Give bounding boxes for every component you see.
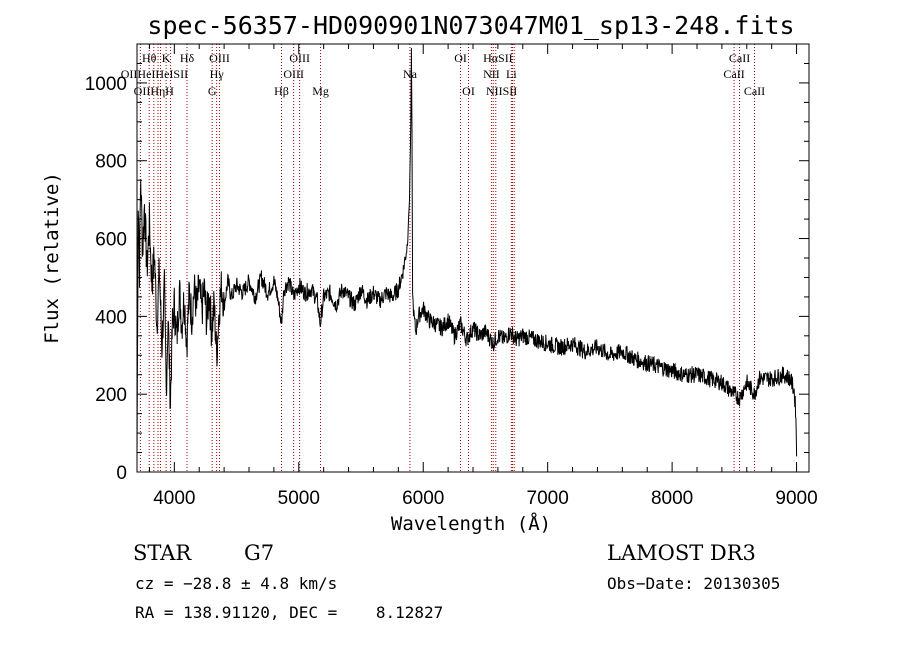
line-label: Hδ [180,51,195,65]
y-axis-label: Flux (relative) [41,172,63,344]
line-label: Hθ [142,51,157,65]
line-label: NII [483,67,500,81]
line-label: OIII [283,67,304,81]
line-labels: Hθ K Hδ OIII OIII OI HαSII CaII OIIHeIHeISII Hγ OI… [121,51,765,98]
line-label: CaII [729,51,750,65]
line-label: OIIHeIHeISII [121,67,188,81]
line-label: CaII [744,84,765,98]
object-subclass: G7 [244,541,274,565]
y-tick-label: 600 [95,230,127,251]
line-label: OI [462,84,475,98]
x-tick-label: 4000 [153,488,195,509]
line-label: Hβ [274,84,289,98]
line-label: OIIHηH [134,84,175,98]
line-label: Hγ [210,67,225,81]
x-tick-label: 8000 [651,488,693,509]
plot-frame [136,43,810,473]
line-label: Mg [312,84,329,98]
line-label: CaII [723,67,744,81]
observation-date: Obs−Date: 20130305 [607,574,780,593]
line-label: G [208,84,217,98]
spectrum-series [136,47,798,461]
chart-title: spec-56357-HD090901N073047M01_sp13-248.f… [147,11,794,40]
line-label: OIII [289,51,310,65]
object-class: STAR [133,541,192,565]
line-label: Na [403,67,418,81]
line-label: OIII [209,51,230,65]
survey-name: LAMOST DR3 [607,541,756,565]
line-label: Li [506,67,517,81]
spectrum-line [136,47,798,461]
y-tick-label: 0 [116,463,127,484]
y-tick-label: 800 [95,152,127,173]
line-label: NIISII [486,84,517,98]
x-tick-label: 5000 [278,488,320,509]
x-tick-label: 7000 [527,488,569,509]
line-markers [139,44,755,472]
line-label: OI [454,51,467,65]
y-tick-label: 400 [95,307,127,328]
redshift-cz: cz = −28.8 ± 4.8 km/s [135,574,337,593]
x-axis-label: Wavelength (Å) [391,512,551,535]
x-axis-ticks: 4000 5000 6000 7000 8000 9000 [148,44,818,509]
line-label: K [162,51,171,65]
ra-dec: RA = 138.91120, DEC = 8.12827 [135,603,443,622]
y-tick-label: 200 [95,385,127,406]
x-tick-label: 6000 [402,488,444,509]
y-axis-ticks: 0 200 400 600 800 1000 [85,43,809,484]
y-tick-label: 1000 [85,74,127,95]
line-label: HαSII [483,51,513,65]
x-tick-label: 9000 [775,488,817,509]
